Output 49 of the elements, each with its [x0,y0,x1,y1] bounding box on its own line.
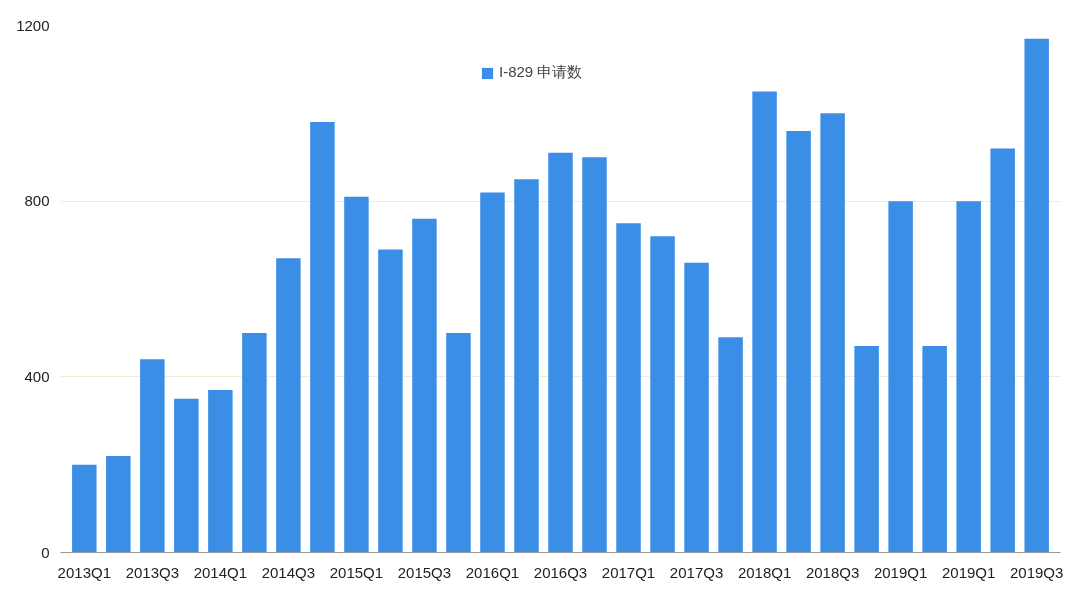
y-tick-label: 800 [24,192,50,210]
bar [582,157,607,553]
bar [684,262,709,553]
x-tick-label: 2016Q1 [465,563,520,581]
bar [480,192,505,553]
x-tick-label: 2014Q1 [193,563,248,581]
x-tick-label: 2017Q1 [601,563,656,581]
bar [310,122,335,553]
legend-label: I-829 申请数 [499,63,583,82]
bar [412,218,437,553]
bar [786,130,811,553]
bar [990,148,1015,553]
bar [854,346,879,553]
x-tick-label: 2019Q3 [1010,563,1064,581]
x-tick-label: 2017Q3 [669,563,724,581]
bar [548,152,573,553]
y-tick-label: 1200 [16,16,50,34]
x-tick-label: 2016Q3 [533,563,588,581]
x-tick-label: 2019Q1 [873,563,928,581]
y-tick-label: 0 [41,543,50,561]
x-tick-label: 2013Q1 [57,563,112,581]
bar [616,223,641,553]
x-tick-label: 2019Q1 [941,563,996,581]
bar [378,249,403,553]
bar [242,332,267,553]
bar [888,201,913,553]
bar [208,390,233,553]
bar [446,332,471,553]
bar [956,201,981,553]
x-tick-label: 2013Q3 [125,563,180,581]
bar [820,113,845,553]
bar [718,337,743,553]
bar [650,236,675,553]
x-tick-label: 2015Q1 [329,563,384,581]
y-tick-label: 400 [24,367,50,385]
bar [276,258,301,553]
x-tick-label: 2018Q1 [737,563,792,581]
bar [344,196,369,553]
bar [514,179,539,553]
bar [140,359,165,553]
bar [1024,38,1049,553]
bar [752,91,777,553]
bar [174,398,199,553]
bar [922,346,947,553]
bar [106,455,131,553]
x-tick-label: 2018Q3 [805,563,860,581]
x-tick-label: 2015Q3 [397,563,452,581]
bar [72,464,97,553]
x-tick-label: 2014Q3 [261,563,316,581]
